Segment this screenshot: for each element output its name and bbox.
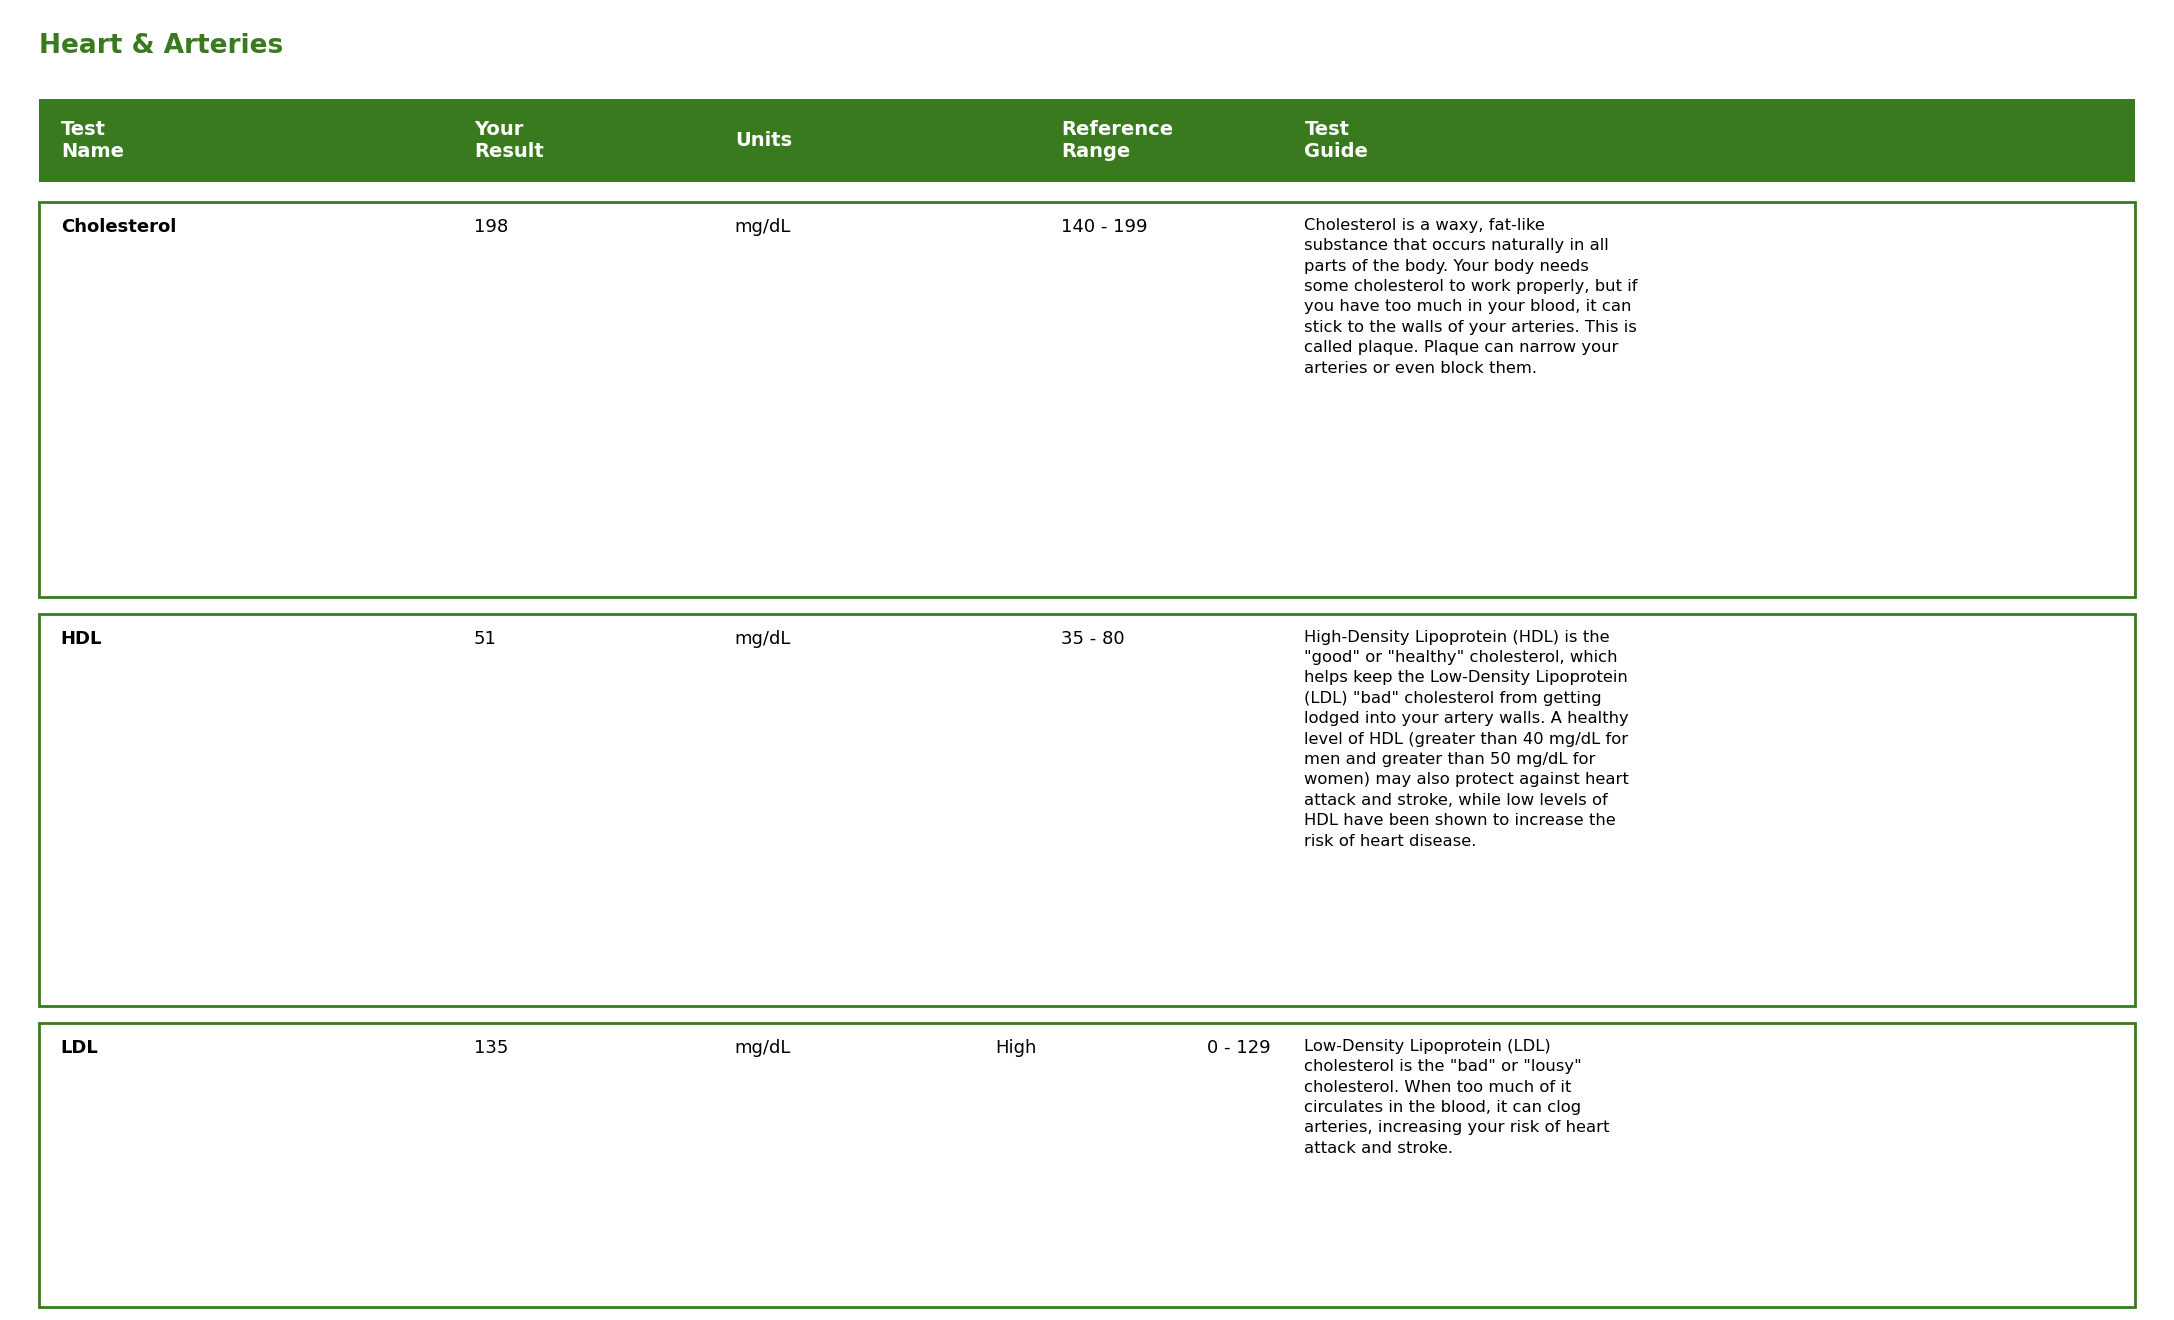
Text: HDL: HDL [61, 630, 102, 648]
Text: Low-Density Lipoprotein (LDL)
cholesterol is the "bad" or "lousy"
cholesterol. W: Low-Density Lipoprotein (LDL) cholestero… [1304, 1039, 1611, 1156]
Text: 135: 135 [474, 1039, 509, 1057]
Text: 35 - 80: 35 - 80 [1061, 630, 1124, 648]
Text: 0 - 129: 0 - 129 [1207, 1039, 1270, 1057]
Text: mg/dL: mg/dL [735, 630, 791, 648]
Text: Units: Units [735, 131, 791, 150]
Text: 51: 51 [474, 630, 498, 648]
Text: Test
Name: Test Name [61, 120, 124, 161]
Text: High-Density Lipoprotein (HDL) is the
"good" or "healthy" cholesterol, which
hel: High-Density Lipoprotein (HDL) is the "g… [1304, 630, 1628, 849]
Text: LDL: LDL [61, 1039, 98, 1057]
Text: Cholesterol: Cholesterol [61, 218, 176, 236]
Bar [39, 1023, 2135, 1307]
Text: Cholesterol is a waxy, fat-like
substance that occurs naturally in all
parts of : Cholesterol is a waxy, fat-like substanc… [1304, 218, 1637, 376]
Text: 198: 198 [474, 218, 509, 236]
Text: mg/dL: mg/dL [735, 1039, 791, 1057]
Text: mg/dL: mg/dL [735, 218, 791, 236]
Text: High: High [996, 1039, 1037, 1057]
Bar [39, 614, 2135, 1006]
Text: Your
Result: Your Result [474, 120, 544, 161]
Text: Heart & Arteries: Heart & Arteries [39, 33, 283, 59]
Text: Reference
Range: Reference Range [1061, 120, 1174, 161]
Text: Test
Guide: Test Guide [1304, 120, 1367, 161]
Bar [39, 202, 2135, 597]
Bar [39, 99, 2135, 182]
Text: 140 - 199: 140 - 199 [1061, 218, 1148, 236]
